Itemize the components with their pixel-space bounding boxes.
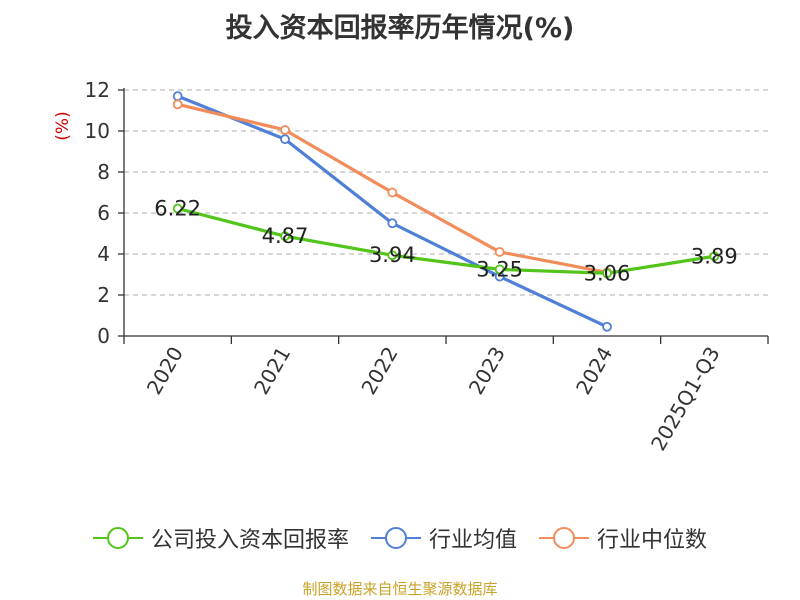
data-point [387,250,398,261]
legend-marker-industry-mean [370,527,421,549]
data-label: 3.94 [369,243,416,267]
legend-item-industry-median[interactable]: 行业中位数 [539,522,707,554]
data-point [172,91,183,102]
data-labels: 6.22 4.87 3.94 3.25 3.06 3.89 [154,196,737,285]
y-tick-label: 6 [97,201,110,225]
legend-label-industry-mean: 行业均值 [428,528,517,553]
data-point [602,268,612,279]
data-point [709,251,720,262]
data-label: 3.89 [691,244,738,268]
y-tick-label: 2 [97,283,110,307]
data-point [387,218,398,229]
legend: 公司投入资本回报率 行业均值 行业中位数 [0,518,800,558]
y-tick-label: 8 [97,160,110,184]
x-tick-label: 2021 [249,343,295,399]
data-point [494,247,505,257]
data-label: 4.87 [262,224,309,248]
data-point [387,187,398,198]
legend-marker-industry-median [539,527,589,549]
x-tick-label: 2020 [142,343,188,399]
y-tick-label: 12 [85,78,110,102]
data-point [280,231,290,242]
data-point [494,264,505,275]
series-line-0 [177,206,715,275]
x-tick-label: 2023 [464,343,510,399]
legend-circle-company [106,527,129,549]
data-label: 6.22 [154,196,201,220]
series-lines [177,94,715,329]
y-tick-labels: 0 2 4 6 8 10 12 [85,78,110,348]
data-point [602,321,612,332]
chart-title: 投入资本回报率历年情况(%) [225,13,575,44]
data-source-note: 制图数据来自恒生聚源数据库 [302,580,498,598]
x-tick-label: 2025Q1-Q3 [646,343,725,455]
legend-marker-company [92,527,143,549]
y-tick-label: 10 [85,119,110,143]
legend-label-company: 公司投入资本回报率 [150,528,349,553]
legend-item-industry-mean[interactable]: 行业均值 [370,522,517,554]
legend-circle-industry-median [553,527,575,549]
y-tick-label: 0 [97,324,110,348]
x-tick-label: 2024 [571,343,617,399]
y-tick-label: 4 [97,242,110,266]
series-points [172,91,720,332]
y-axis-label: (%) [53,111,73,140]
axes [118,88,769,344]
x-tick-label: 2022 [356,343,402,399]
data-point [280,134,290,145]
data-label: 3.25 [476,257,523,281]
legend-label-industry-median: 行业中位数 [597,528,708,553]
data-point [172,203,183,214]
x-tick-labels: 2020 2021 2022 2023 2024 2025Q1-Q3 [142,343,725,455]
data-point [172,99,183,110]
data-label: 3.06 [584,261,631,285]
data-point [280,125,290,135]
legend-circle-industry-mean [384,527,407,549]
legend-item-company[interactable]: 公司投入资本回报率 [92,522,349,554]
